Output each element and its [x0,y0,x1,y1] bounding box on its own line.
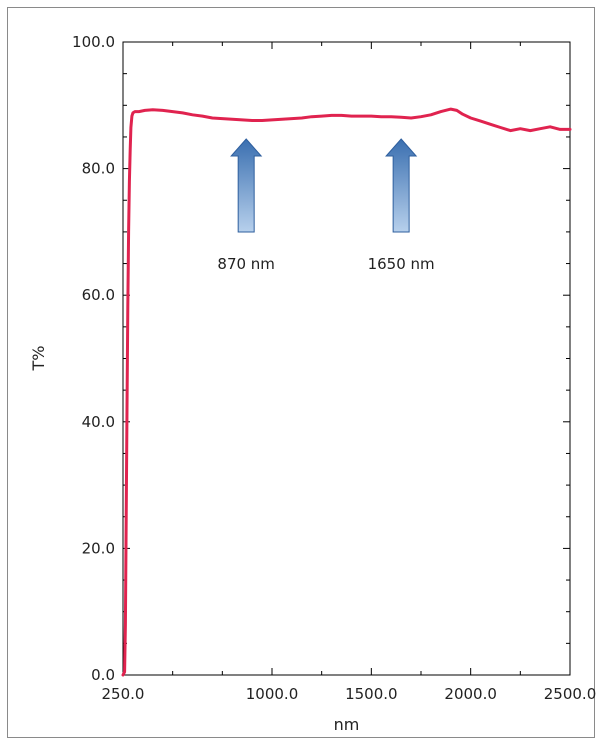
y-tick-labels: 0.0 20.0 40.0 60.0 80.0 100.0 [72,33,115,684]
up-arrow-icon [230,138,263,233]
y-tick-label: 100.0 [72,33,115,51]
annotation-label: 870 nm [217,255,275,273]
y-tick-label: 20.0 [82,539,115,557]
x-tick-label: 2500.0 [544,685,596,703]
y-tick-label: 80.0 [82,160,115,178]
y-tick-label: 0.0 [91,666,115,684]
plot-area [122,41,571,676]
annotations: 870 nm 1650 nm [217,138,435,273]
y-axis-label: T% [29,346,48,372]
x-tick-label: 1500.0 [345,685,398,703]
annotation-label: 1650 nm [368,255,435,273]
transmittance-chart: 250.0 1000.0 1500.0 2000.0 2500.0 0.0 20.0 40.… [29,33,597,734]
x-tick-label: 250.0 [102,685,145,703]
x-tick-labels: 250.0 1000.0 1500.0 2000.0 2500.0 [102,685,597,703]
transmittance-series-line [121,107,572,677]
series-group [121,107,572,677]
chart-frame: 250.0 1000.0 1500.0 2000.0 2500.0 0.0 20.0 40.… [7,7,597,738]
up-arrow-icon [385,138,418,233]
x-tick-label: 1000.0 [246,685,299,703]
y-tick-label: 40.0 [82,413,115,431]
y-tick-label: 60.0 [82,286,115,304]
x-axis-label: nm [334,715,360,734]
x-tick-label: 2000.0 [444,685,497,703]
